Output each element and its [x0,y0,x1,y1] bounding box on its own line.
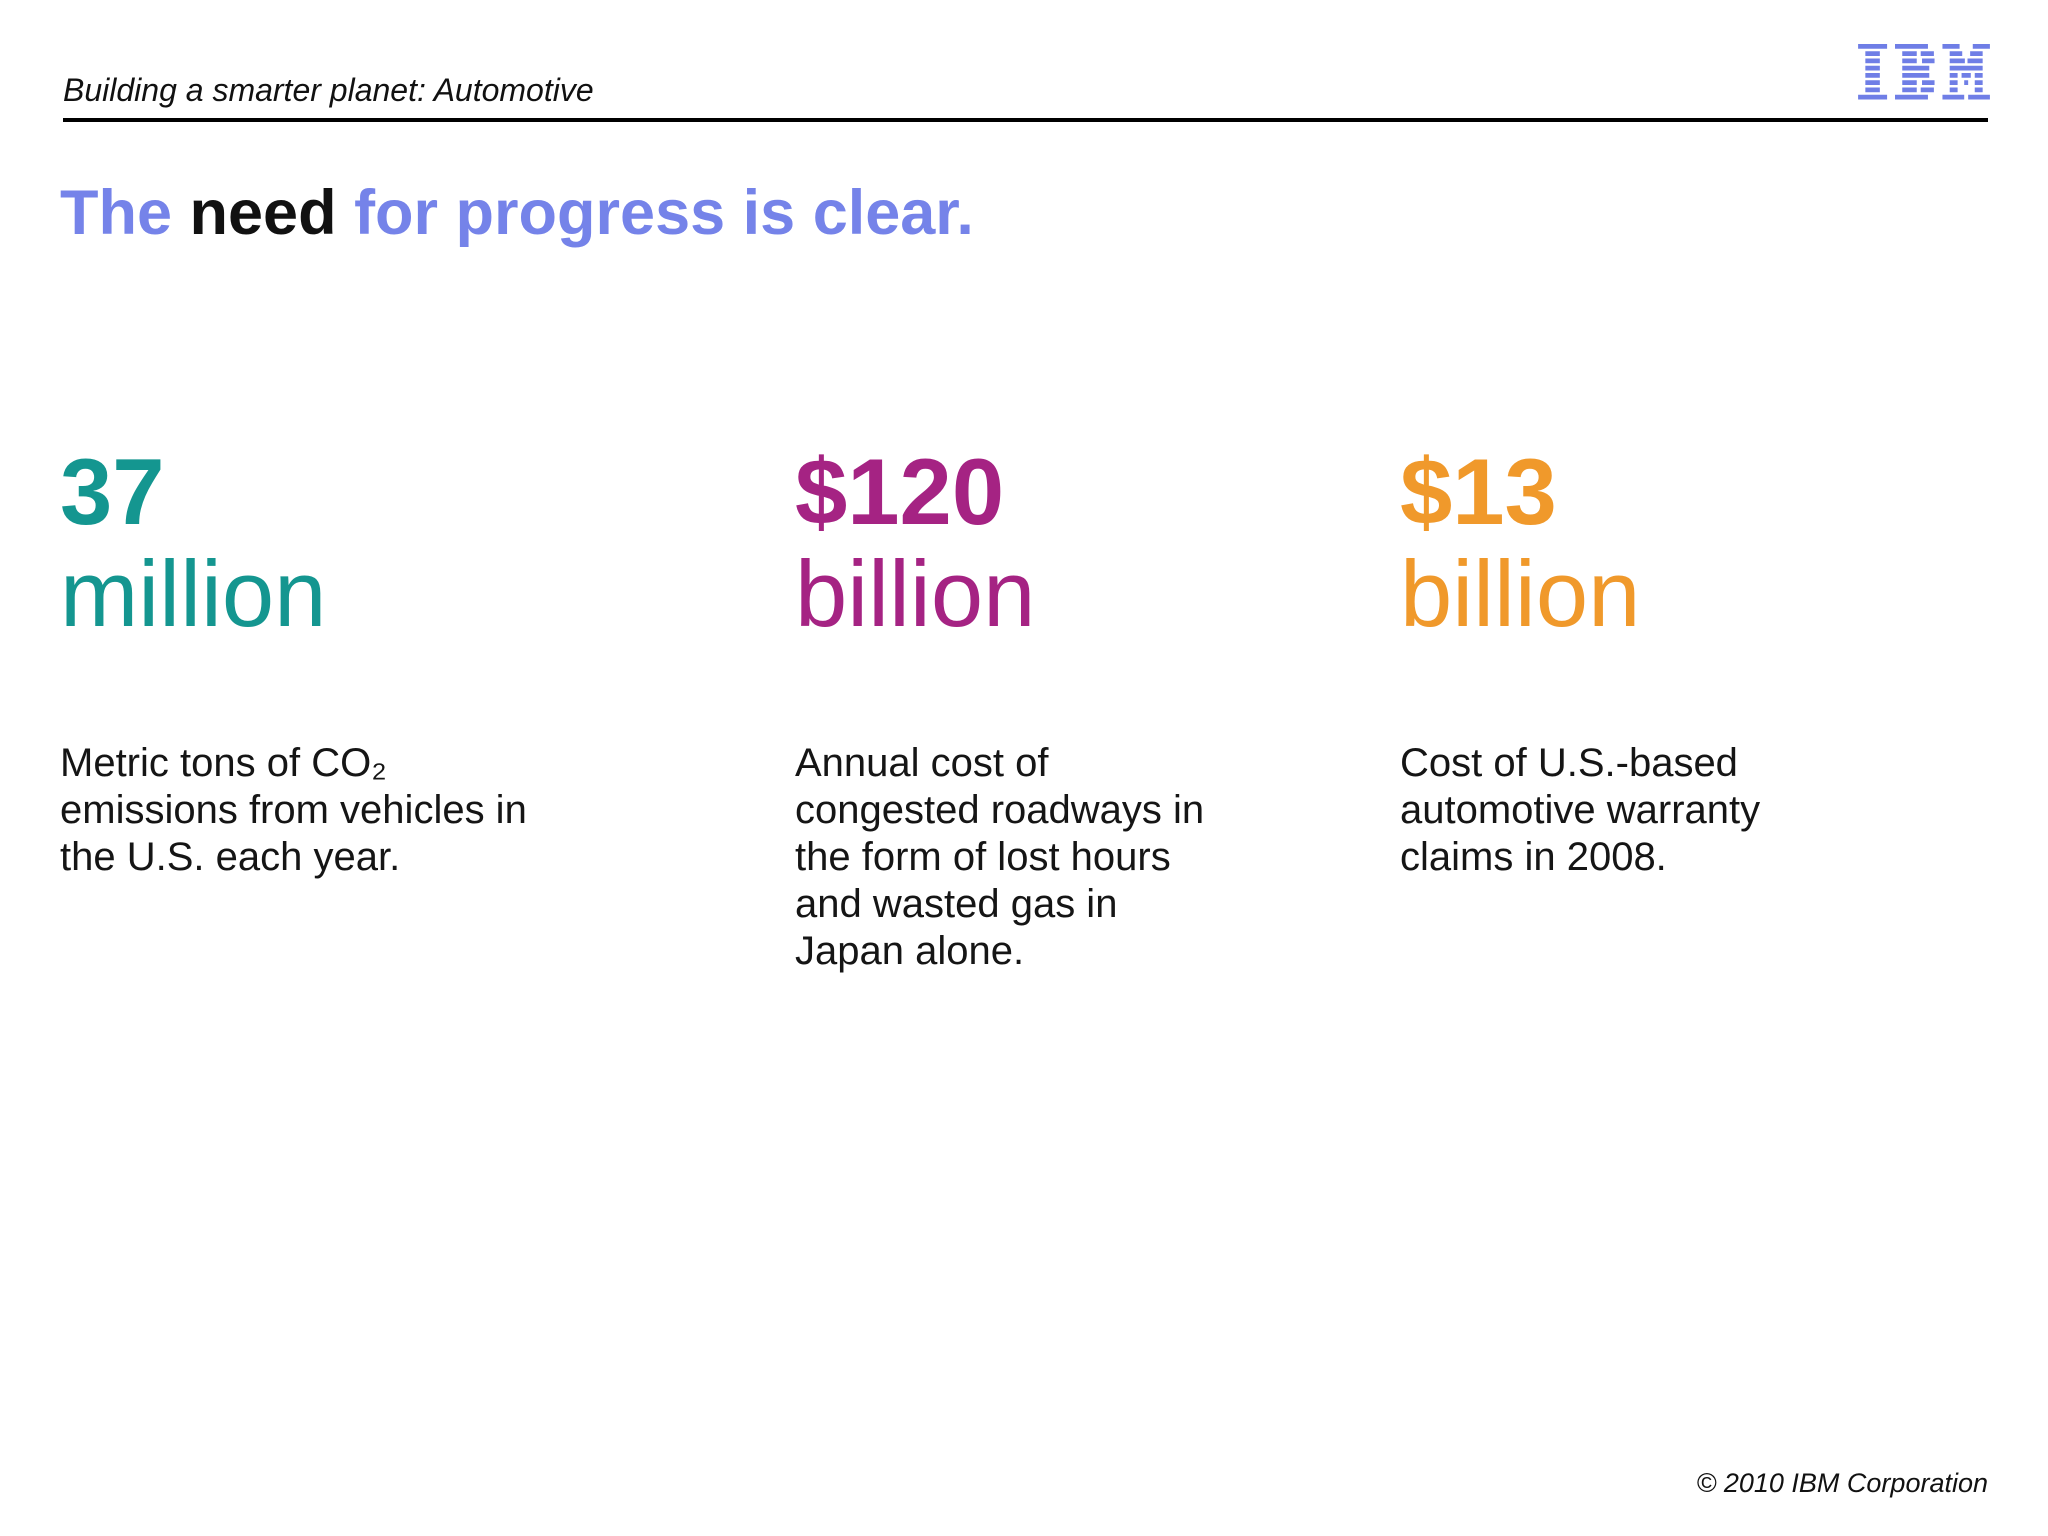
stat-unit: billion [1400,541,1641,646]
header-divider [63,118,1988,122]
stat-value: $13 [1400,439,1557,544]
stat-unit: billion [795,541,1036,646]
stat-description: Annual cost of congested roadways in the… [795,741,1205,973]
copyright-notice: © 2010 IBM Corporation [1696,1468,1988,1498]
stat-column-congestion: $120 billion Annual cost of congested ro… [795,441,1455,1141]
stat-column-warranty: $13 billion Cost of U.S.-based automotiv… [1400,441,2048,1141]
page-title-prefix: The [60,178,190,249]
slide-eyebrow: Building a smarter planet: Automotive [63,72,594,108]
stat-unit: million [60,541,327,646]
ibm-logo [1858,44,1990,100]
page-title: The need for progress is clear. [60,175,974,251]
stat-column-emissions: 37 million Metric tons of CO₂ emissions … [60,441,720,1141]
stat-value: 37 [60,439,165,544]
ibm-logo-bars [1858,44,1990,100]
page-title-emphasis: need [189,178,337,249]
page-title-suffix: for progress is clear. [336,178,974,249]
stat-description: Metric tons of CO₂ emissions from vehicl… [60,741,527,879]
stat-description: Cost of U.S.-based automotive warranty c… [1400,741,1761,879]
stat-value: $120 [795,439,1005,544]
